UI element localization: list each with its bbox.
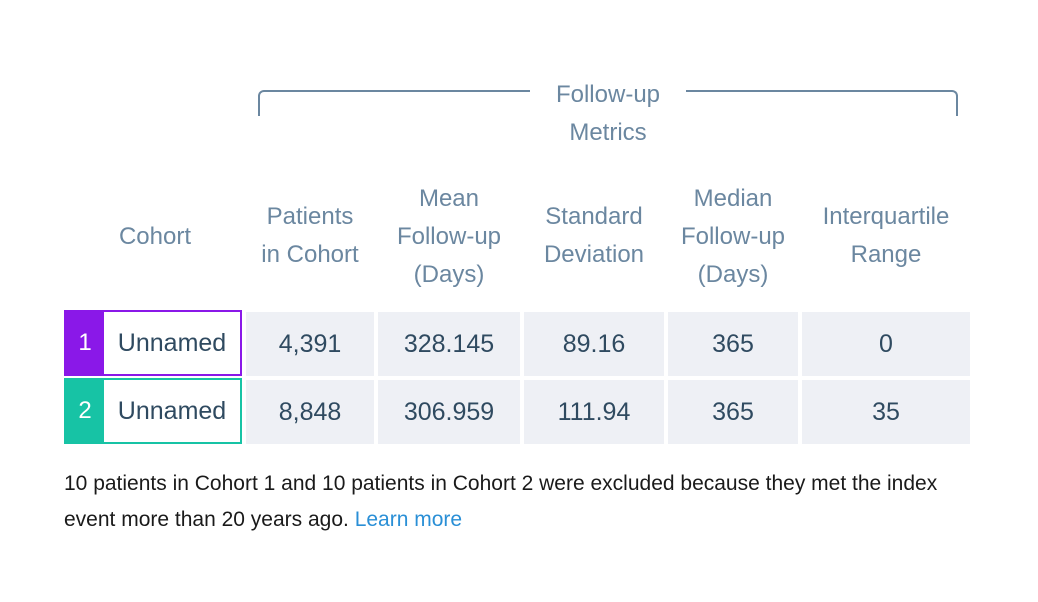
follow-up-metrics-header: Follow-up Metrics [530, 76, 686, 152]
cohort-1-mean: 328.145 [378, 312, 520, 376]
column-header-cohort: Cohort [118, 223, 192, 250]
column-header-patients: Patients in Cohort [261, 203, 359, 268]
cohort-1-sd: 89.16 [524, 312, 664, 376]
cohort-2-median: 365 [668, 380, 798, 444]
column-header-iqr: Interquartile Range [822, 203, 950, 268]
cohort-2-iqr: 35 [802, 380, 970, 444]
learn-more-link[interactable]: Learn more [354, 508, 463, 531]
cohort-1-name[interactable]: Unnamed [104, 310, 242, 376]
column-header-mean: Mean Follow-up (Days) [396, 185, 502, 288]
column-header-sd: Standard Deviation [543, 203, 645, 268]
exclusion-footnote: 10 patients in Cohort 1 and 10 patients … [64, 466, 944, 538]
cohort-2-mean: 306.959 [378, 380, 520, 444]
cohort-1-iqr: 0 [802, 312, 970, 376]
exclusion-footnote-text: 10 patients in Cohort 1 and 10 patients … [64, 472, 938, 531]
cohort-1-patients: 4,391 [246, 312, 374, 376]
cohort-1-median: 365 [668, 312, 798, 376]
cohort-2-patients: 8,848 [246, 380, 374, 444]
column-header-median: Median Follow-up (Days) [680, 185, 786, 288]
cohort-2-sd: 111.94 [524, 380, 664, 444]
cohort-1-badge: 1 [64, 310, 106, 376]
cohort-2-badge: 2 [64, 378, 106, 444]
cohort-2-name[interactable]: Unnamed [104, 378, 242, 444]
